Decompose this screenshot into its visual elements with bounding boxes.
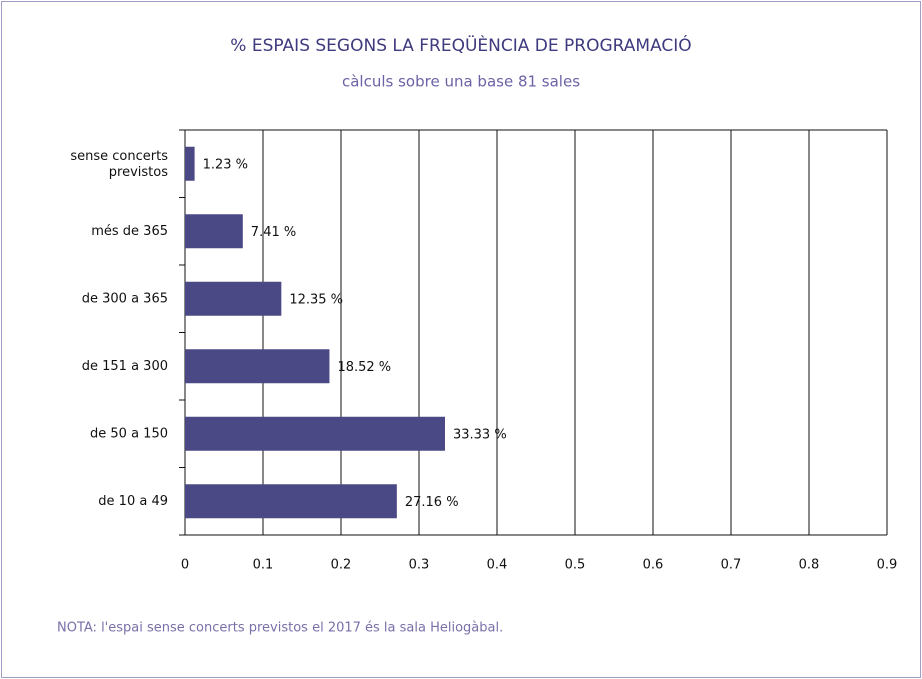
x-tick-label: 0 [181, 558, 189, 573]
x-tick-label: 0.7 [721, 558, 742, 573]
x-tick-label: 0.8 [799, 558, 820, 573]
y-tick-label: de 151 a 300 [82, 359, 168, 374]
chart-subtitle: càlculs sobre una base 81 sales [342, 73, 580, 91]
y-tick-label: més de 365 [91, 224, 168, 239]
bar [185, 484, 397, 519]
chart-title: % ESPAIS SEGONS LA FREQÜÈNCIA DE PROGRAM… [230, 34, 691, 56]
bar [185, 146, 195, 181]
x-tick-label: 0.5 [565, 558, 586, 573]
bar [185, 281, 282, 316]
value-label: 27.16 % [405, 495, 459, 510]
bar [185, 214, 243, 249]
y-tick-label: sense concerts previstos [70, 148, 168, 179]
x-tick-label: 0.3 [409, 558, 430, 573]
y-tick-label: de 10 a 49 [98, 494, 168, 509]
value-label: 12.35 % [289, 292, 343, 307]
x-tick-label: 0.9 [877, 558, 898, 573]
note: NOTA: l'espai sense concerts previstos e… [57, 621, 503, 636]
y-tick-label: de 50 a 150 [90, 426, 168, 441]
value-label: 1.23 % [203, 157, 248, 172]
x-tick-label: 0.6 [643, 558, 664, 573]
value-label: 7.41 % [251, 225, 296, 240]
x-tick-label: 0.2 [331, 558, 352, 573]
bar [185, 349, 330, 384]
x-tick-label: 0.4 [487, 558, 508, 573]
value-label: 33.33 % [453, 427, 507, 442]
x-tick-label: 0.1 [253, 558, 274, 573]
value-label: 18.52 % [337, 360, 391, 375]
y-tick-label: de 300 a 365 [82, 291, 168, 306]
bar [185, 416, 445, 451]
